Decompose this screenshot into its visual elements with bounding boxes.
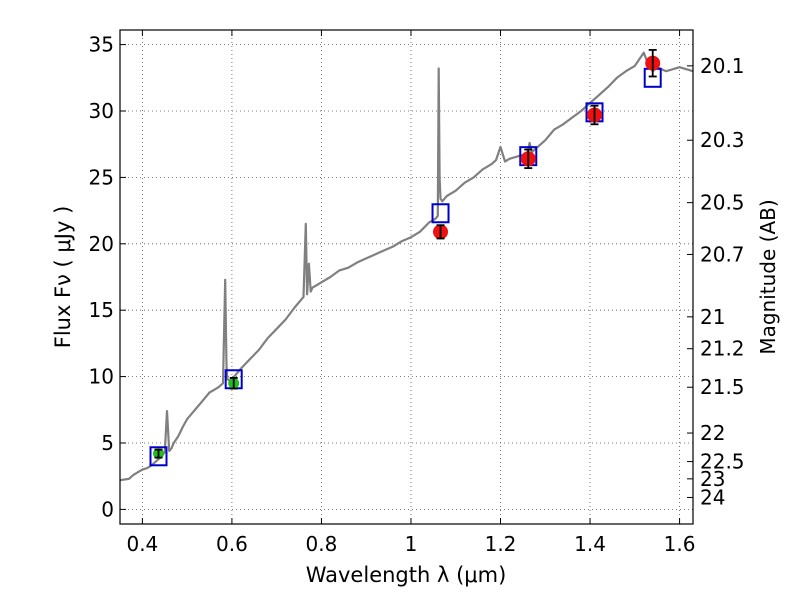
y2-tick-label: 20.3	[700, 128, 745, 152]
y2-tick-label: 22.5	[700, 450, 745, 474]
x-tick-label: 0.4	[126, 532, 158, 556]
y-tick-label: 25	[89, 165, 114, 189]
y-tick-label: 5	[101, 431, 114, 455]
y-axis-label: Flux Fν ( μJy )	[51, 206, 75, 349]
y-tick-label: 0	[101, 497, 114, 521]
y2-tick-label: 21.5	[700, 375, 745, 399]
x-tick-label: 0.6	[216, 532, 248, 556]
y2-tick-label: 20.7	[700, 242, 745, 266]
y2-tick-label: 21	[700, 305, 725, 329]
x-tick-label: 0.8	[306, 532, 338, 556]
y2-tick-label: 20.5	[700, 191, 745, 215]
y-axis-ticks: 0 5 10 15 20 25 30 35	[89, 33, 126, 521]
y2-tick-label: 21.2	[700, 337, 745, 361]
y2-tick-label: 20.1	[700, 54, 745, 78]
observed-points-series	[152, 49, 661, 460]
plot-frame	[119, 29, 694, 525]
y-tick-label: 15	[89, 298, 114, 322]
spectrum-series	[119, 51, 694, 482]
y2-tick-label: 23	[700, 467, 725, 491]
plot-area	[120, 30, 693, 524]
x-tick-label: 1.6	[664, 532, 696, 556]
y2-axis-label: Magnitude (AB)	[756, 199, 780, 354]
y-tick-label: 30	[89, 99, 114, 123]
y2-tick-label: 24	[700, 485, 725, 509]
x-axis-label: Wavelength λ (μm)	[306, 563, 507, 587]
spectrum-line	[119, 51, 694, 482]
model-box-marker	[431, 203, 450, 224]
y-tick-label: 35	[89, 33, 114, 57]
x-tick-label: 1	[405, 532, 418, 556]
x-axis-ticks: 0.4 0.6 0.8 1 1.2 1.4 1.6	[126, 30, 695, 556]
y2-tick-label: 22	[700, 421, 725, 445]
x-tick-label: 1.2	[485, 532, 517, 556]
y-tick-label: 20	[89, 232, 114, 256]
x-tick-label: 1.4	[574, 532, 606, 556]
y-tick-label: 10	[89, 365, 114, 389]
model-box-marker	[149, 446, 168, 467]
